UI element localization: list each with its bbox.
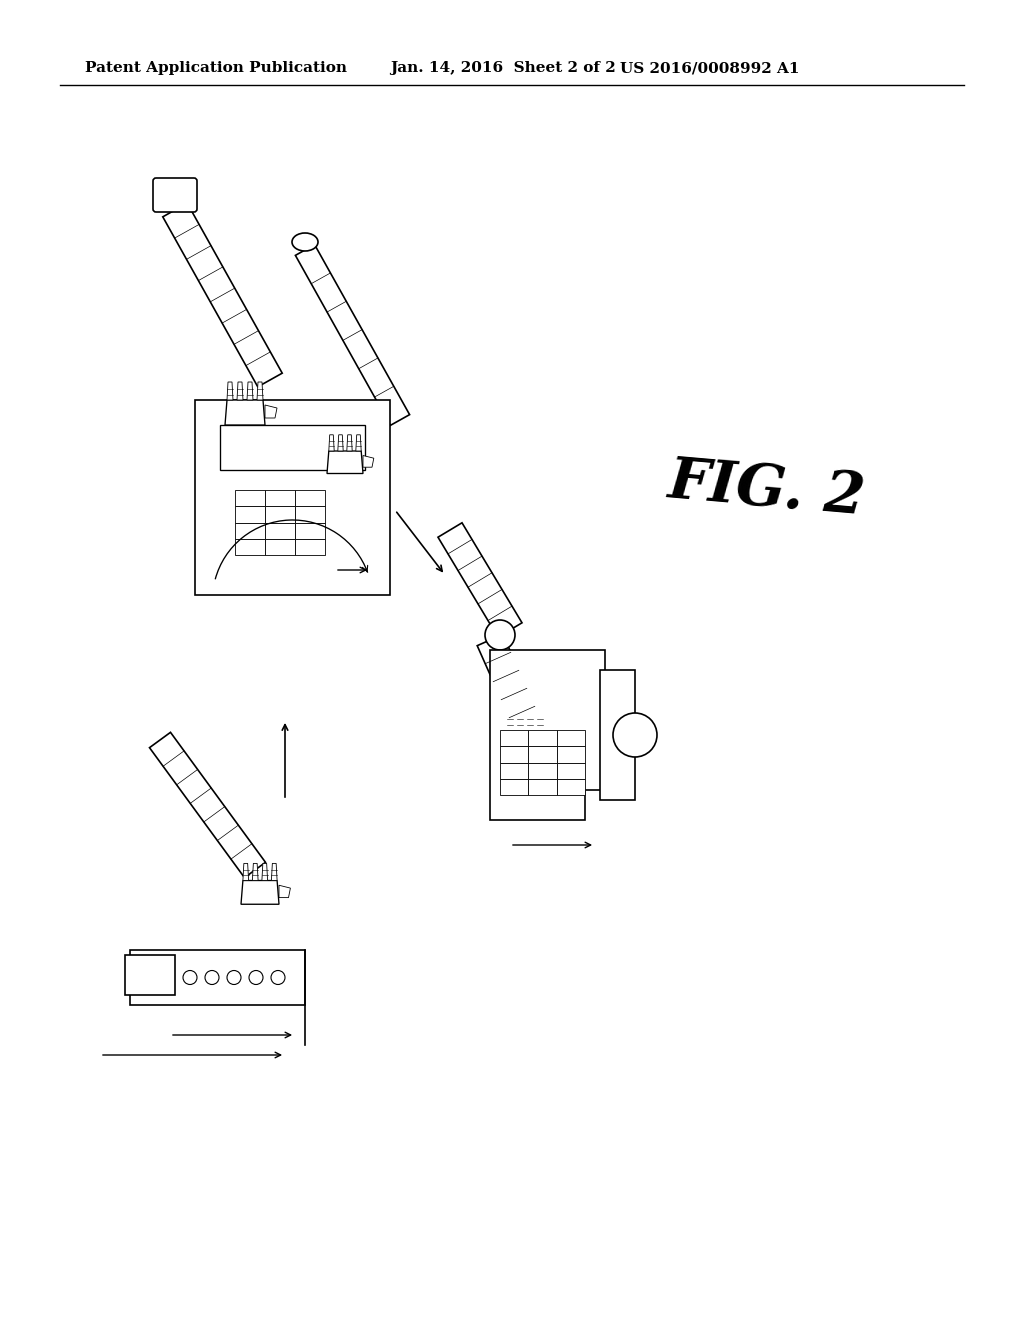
Circle shape — [205, 970, 219, 985]
Polygon shape — [537, 711, 543, 730]
FancyBboxPatch shape — [153, 178, 197, 213]
Bar — [195, 400, 390, 595]
Polygon shape — [327, 451, 362, 474]
Text: FIG. 2: FIG. 2 — [665, 453, 867, 527]
Polygon shape — [517, 711, 523, 730]
Bar — [528, 730, 557, 746]
Bar — [500, 779, 528, 795]
Text: US 2016/0008992 A1: US 2016/0008992 A1 — [620, 61, 800, 75]
Polygon shape — [225, 400, 265, 425]
Polygon shape — [490, 649, 605, 820]
Polygon shape — [237, 381, 243, 400]
Circle shape — [227, 970, 241, 985]
Bar — [295, 490, 325, 507]
Circle shape — [485, 620, 515, 649]
Polygon shape — [279, 886, 291, 898]
Bar — [265, 523, 295, 539]
Circle shape — [613, 713, 657, 756]
Polygon shape — [338, 434, 343, 451]
Ellipse shape — [292, 234, 318, 251]
Bar — [528, 746, 557, 763]
Polygon shape — [252, 863, 258, 880]
Polygon shape — [271, 863, 278, 880]
Bar — [265, 539, 295, 554]
Bar — [234, 539, 265, 554]
Polygon shape — [265, 405, 278, 418]
Bar — [220, 425, 365, 470]
Text: Patent Application Publication: Patent Application Publication — [85, 61, 347, 75]
Polygon shape — [505, 730, 545, 755]
Bar — [557, 746, 585, 763]
Bar — [234, 523, 265, 539]
Bar — [557, 730, 585, 746]
Text: Jan. 14, 2016  Sheet 2 of 2: Jan. 14, 2016 Sheet 2 of 2 — [390, 61, 615, 75]
Bar — [265, 490, 295, 507]
Bar — [500, 730, 528, 746]
Polygon shape — [262, 863, 267, 880]
Bar — [295, 507, 325, 523]
Polygon shape — [362, 455, 374, 467]
Polygon shape — [545, 735, 557, 748]
Polygon shape — [477, 635, 543, 735]
Circle shape — [271, 970, 285, 985]
Bar — [125, 954, 175, 995]
Bar — [500, 763, 528, 779]
Polygon shape — [355, 434, 361, 451]
Polygon shape — [163, 203, 283, 387]
Polygon shape — [257, 381, 263, 400]
Circle shape — [183, 970, 197, 985]
Polygon shape — [329, 434, 334, 451]
Bar — [528, 779, 557, 795]
Polygon shape — [507, 711, 513, 730]
Bar — [130, 950, 305, 1005]
Bar — [500, 746, 528, 763]
Polygon shape — [295, 244, 410, 425]
Polygon shape — [150, 733, 265, 878]
Polygon shape — [227, 381, 233, 400]
Polygon shape — [527, 711, 534, 730]
Polygon shape — [347, 434, 352, 451]
Bar — [234, 507, 265, 523]
Polygon shape — [243, 863, 249, 880]
Polygon shape — [247, 381, 253, 400]
Bar — [528, 763, 557, 779]
Circle shape — [249, 970, 263, 985]
Bar — [557, 763, 585, 779]
Bar — [295, 539, 325, 554]
Polygon shape — [438, 523, 522, 638]
Bar — [600, 671, 635, 800]
Bar — [295, 523, 325, 539]
Bar — [265, 507, 295, 523]
Bar — [234, 490, 265, 507]
Polygon shape — [241, 880, 279, 904]
Bar — [557, 779, 585, 795]
